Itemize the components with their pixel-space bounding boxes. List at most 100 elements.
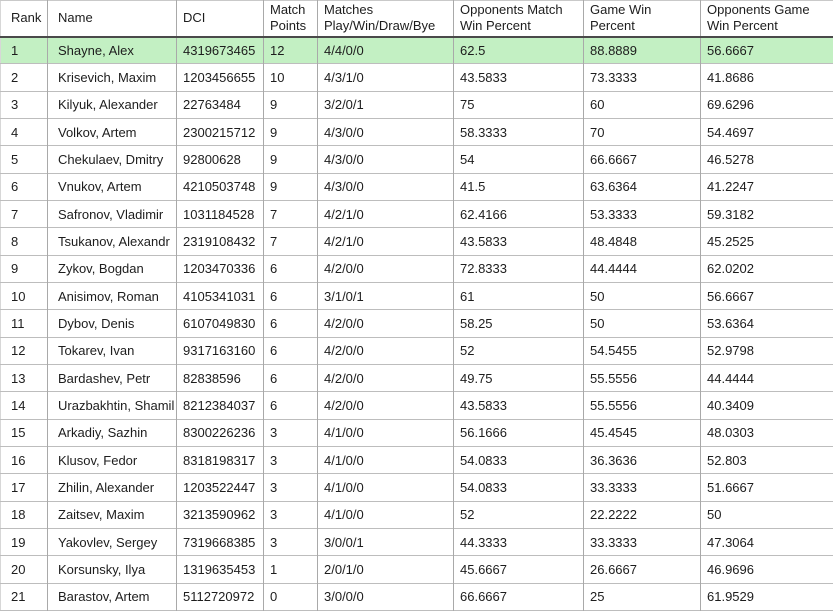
cell-match-points: 9 bbox=[263, 145, 318, 174]
cell-rank: 7 bbox=[0, 199, 48, 228]
table-row[interactable]: 6 Vnukov, Artem 4210503748 9 4/3/0/0 41.… bbox=[0, 172, 833, 201]
cell-game-win-percent: 70 bbox=[583, 117, 701, 146]
column-header-rank: Rank bbox=[0, 0, 48, 38]
cell-dci: 3213590962 bbox=[176, 500, 264, 529]
cell-dci: 8212384037 bbox=[176, 391, 264, 420]
cell-name: Zykov, Bogdan bbox=[47, 254, 177, 283]
cell-opponents-game-win-percent: 53.6364 bbox=[700, 309, 833, 338]
cell-game-win-percent: 26.6667 bbox=[583, 555, 701, 584]
table-row[interactable]: 11 Dybov, Denis 6107049830 6 4/2/0/0 58.… bbox=[0, 309, 833, 338]
cell-match-points: 3 bbox=[263, 527, 318, 556]
cell-rank: 20 bbox=[0, 555, 48, 584]
table-row[interactable]: 2 Krisevich, Maxim 1203456655 10 4/3/1/0… bbox=[0, 63, 833, 92]
table-row[interactable]: 21 Barastov, Artem 5112720972 0 3/0/0/0 … bbox=[0, 582, 833, 611]
cell-opponents-match-win-percent: 62.5 bbox=[453, 35, 584, 64]
cell-dci: 6107049830 bbox=[176, 309, 264, 338]
cell-rank: 14 bbox=[0, 391, 48, 420]
cell-opponents-game-win-percent: 52.803 bbox=[700, 445, 833, 474]
cell-dci: 22763484 bbox=[176, 90, 264, 119]
cell-game-win-percent: 33.3333 bbox=[583, 527, 701, 556]
cell-dci: 2319108432 bbox=[176, 227, 264, 256]
table-header: Rank Name DCI Match Points Matches Play/… bbox=[0, 0, 833, 38]
table-row[interactable]: 7 Safronov, Vladimir 1031184528 7 4/2/1/… bbox=[0, 199, 833, 228]
cell-dci: 1319635453 bbox=[176, 555, 264, 584]
cell-rank: 6 bbox=[0, 172, 48, 201]
column-header-dci: DCI bbox=[176, 0, 264, 38]
cell-match-points: 3 bbox=[263, 418, 318, 447]
cell-name: Zhilin, Alexander bbox=[47, 473, 177, 502]
cell-dci: 82838596 bbox=[176, 363, 264, 392]
cell-opponents-match-win-percent: 43.5833 bbox=[453, 227, 584, 256]
cell-rank: 5 bbox=[0, 145, 48, 174]
cell-dci: 2300215712 bbox=[176, 117, 264, 146]
cell-match-points: 12 bbox=[263, 35, 318, 64]
cell-game-win-percent: 36.3636 bbox=[583, 445, 701, 474]
cell-name: Kilyuk, Alexander bbox=[47, 90, 177, 119]
cell-name: Barastov, Artem bbox=[47, 582, 177, 611]
cell-name: Korsunsky, Ilya bbox=[47, 555, 177, 584]
cell-opponents-game-win-percent: 51.6667 bbox=[700, 473, 833, 502]
cell-name: Krisevich, Maxim bbox=[47, 63, 177, 92]
cell-rank: 4 bbox=[0, 117, 48, 146]
cell-matches: 4/2/1/0 bbox=[317, 227, 454, 256]
cell-game-win-percent: 73.3333 bbox=[583, 63, 701, 92]
cell-opponents-game-win-percent: 40.3409 bbox=[700, 391, 833, 420]
cell-match-points: 3 bbox=[263, 473, 318, 502]
table-row[interactable]: 10 Anisimov, Roman 4105341031 6 3/1/0/1 … bbox=[0, 281, 833, 310]
table-row[interactable]: 18 Zaitsev, Maxim 3213590962 3 4/1/0/0 5… bbox=[0, 500, 833, 529]
cell-opponents-match-win-percent: 54.0833 bbox=[453, 445, 584, 474]
table-row[interactable]: 19 Yakovlev, Sergey 7319668385 3 3/0/0/1… bbox=[0, 527, 833, 556]
header-row: Rank Name DCI Match Points Matches Play/… bbox=[0, 0, 833, 38]
cell-matches: 4/3/0/0 bbox=[317, 117, 454, 146]
table-row[interactable]: 3 Kilyuk, Alexander 22763484 9 3/2/0/1 7… bbox=[0, 90, 833, 119]
column-header-match-points: Match Points bbox=[263, 0, 318, 38]
table-row[interactable]: 15 Arkadiy, Sazhin 8300226236 3 4/1/0/0 … bbox=[0, 418, 833, 447]
cell-game-win-percent: 50 bbox=[583, 281, 701, 310]
cell-opponents-match-win-percent: 43.5833 bbox=[453, 391, 584, 420]
cell-opponents-match-win-percent: 61 bbox=[453, 281, 584, 310]
cell-name: Klusov, Fedor bbox=[47, 445, 177, 474]
cell-match-points: 6 bbox=[263, 309, 318, 338]
cell-dci: 1203470336 bbox=[176, 254, 264, 283]
table-row[interactable]: 17 Zhilin, Alexander 1203522447 3 4/1/0/… bbox=[0, 473, 833, 502]
cell-match-points: 7 bbox=[263, 227, 318, 256]
cell-opponents-game-win-percent: 41.8686 bbox=[700, 63, 833, 92]
table-row[interactable]: 8 Tsukanov, Alexandr 2319108432 7 4/2/1/… bbox=[0, 227, 833, 256]
cell-rank: 1 bbox=[0, 35, 48, 64]
cell-opponents-game-win-percent: 44.4444 bbox=[700, 363, 833, 392]
cell-rank: 12 bbox=[0, 336, 48, 365]
cell-match-points: 9 bbox=[263, 90, 318, 119]
cell-opponents-game-win-percent: 48.0303 bbox=[700, 418, 833, 447]
table-row[interactable]: 16 Klusov, Fedor 8318198317 3 4/1/0/0 54… bbox=[0, 445, 833, 474]
cell-dci: 1203456655 bbox=[176, 63, 264, 92]
table-row[interactable]: 1 Shayne, Alex 4319673465 12 4/4/0/0 62.… bbox=[0, 35, 833, 64]
cell-matches: 3/1/0/1 bbox=[317, 281, 454, 310]
cell-game-win-percent: 60 bbox=[583, 90, 701, 119]
cell-game-win-percent: 25 bbox=[583, 582, 701, 611]
cell-opponents-game-win-percent: 69.6296 bbox=[700, 90, 833, 119]
cell-dci: 8300226236 bbox=[176, 418, 264, 447]
cell-match-points: 6 bbox=[263, 281, 318, 310]
table-row[interactable]: 12 Tokarev, Ivan 9317163160 6 4/2/0/0 52… bbox=[0, 336, 833, 365]
cell-dci: 1031184528 bbox=[176, 199, 264, 228]
cell-name: Urazbakhtin, Shamil bbox=[47, 391, 177, 420]
cell-opponents-game-win-percent: 41.2247 bbox=[700, 172, 833, 201]
table-row[interactable]: 14 Urazbakhtin, Shamil 8212384037 6 4/2/… bbox=[0, 391, 833, 420]
cell-name: Dybov, Denis bbox=[47, 309, 177, 338]
cell-rank: 19 bbox=[0, 527, 48, 556]
cell-opponents-match-win-percent: 43.5833 bbox=[453, 63, 584, 92]
cell-opponents-match-win-percent: 58.25 bbox=[453, 309, 584, 338]
table-row[interactable]: 5 Chekulaev, Dmitry 92800628 9 4/3/0/0 5… bbox=[0, 145, 833, 174]
table-row[interactable]: 13 Bardashev, Petr 82838596 6 4/2/0/0 49… bbox=[0, 363, 833, 392]
cell-rank: 11 bbox=[0, 309, 48, 338]
cell-opponents-match-win-percent: 49.75 bbox=[453, 363, 584, 392]
cell-match-points: 10 bbox=[263, 63, 318, 92]
cell-matches: 4/4/0/0 bbox=[317, 35, 454, 64]
table-row[interactable]: 4 Volkov, Artem 2300215712 9 4/3/0/0 58.… bbox=[0, 117, 833, 146]
cell-name: Chekulaev, Dmitry bbox=[47, 145, 177, 174]
cell-rank: 21 bbox=[0, 582, 48, 611]
cell-rank: 15 bbox=[0, 418, 48, 447]
table-row[interactable]: 9 Zykov, Bogdan 1203470336 6 4/2/0/0 72.… bbox=[0, 254, 833, 283]
cell-opponents-match-win-percent: 52 bbox=[453, 336, 584, 365]
table-row[interactable]: 20 Korsunsky, Ilya 1319635453 1 2/0/1/0 … bbox=[0, 555, 833, 584]
